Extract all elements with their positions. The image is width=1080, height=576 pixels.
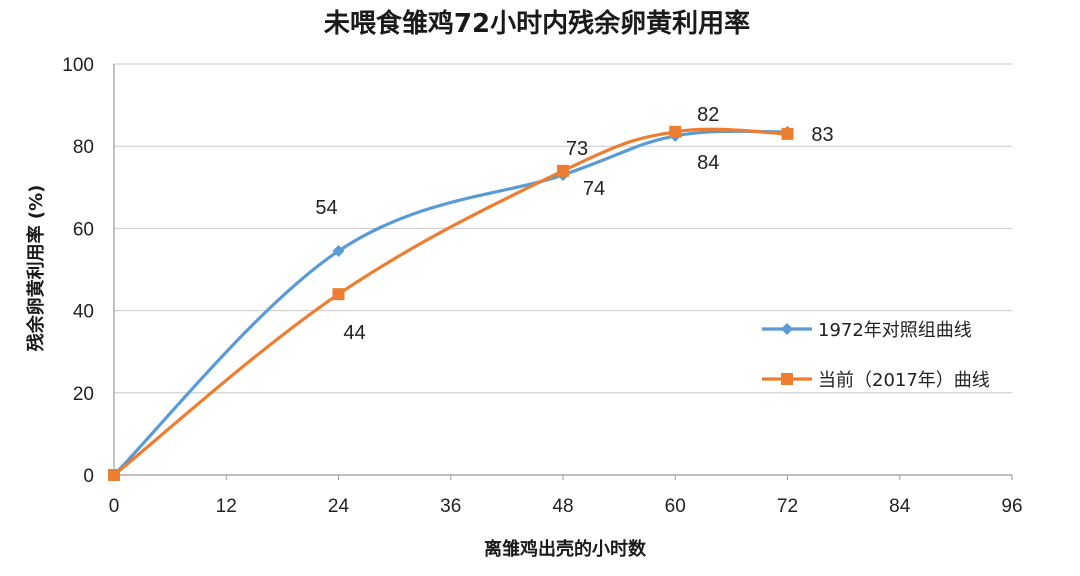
series-line	[112, 129, 790, 477]
data-point	[332, 245, 345, 258]
y-axis-title: 残余卵黄利用率 (%)	[25, 185, 47, 352]
series-1: 54 74 84	[108, 125, 794, 481]
x-tick-label: 48	[552, 496, 573, 517]
legend-swatch-marker	[781, 373, 793, 385]
legend-swatch-marker	[781, 323, 793, 335]
data-label: 82	[697, 104, 719, 126]
x-tick-label: 36	[440, 496, 461, 517]
y-tick-label: 100	[62, 55, 94, 76]
y-tick-label: 0	[83, 466, 94, 487]
data-point	[557, 164, 569, 177]
data-point	[669, 125, 682, 138]
data-point	[108, 469, 120, 481]
x-tick-label: 0	[109, 496, 120, 517]
x-axis-title: 离雏鸡出壳的小时数	[484, 538, 647, 560]
legend-item: 当前（2017年）曲线	[762, 370, 990, 391]
series-line	[112, 127, 790, 477]
legend-label: 1972年对照组曲线	[818, 320, 972, 341]
data-label: 84	[697, 152, 719, 174]
legend-item: 1972年对照组曲线	[762, 320, 972, 341]
x-tick-label: 84	[889, 496, 911, 517]
data-point	[332, 288, 345, 301]
y-tick-label: 60	[73, 219, 94, 240]
legend-label: 当前（2017年）曲线	[818, 370, 990, 391]
data-label: 44	[343, 322, 365, 344]
x-tick-label: 72	[777, 496, 798, 517]
data-label: 54	[315, 197, 337, 219]
plot-area: 0 20 40 60 80 100 0 12 24 36 48 60 72 84 96 54 74 84 44 73 8…	[62, 55, 1022, 517]
y-tick-label: 40	[73, 302, 94, 323]
x-tick-label: 60	[665, 496, 686, 517]
data-label: 83	[811, 124, 833, 146]
x-tick-label: 96	[1001, 496, 1022, 517]
y-tick-label: 80	[73, 137, 94, 158]
data-label: 73	[566, 138, 588, 160]
x-tick-label: 12	[216, 496, 237, 517]
x-tick-label: 24	[328, 496, 350, 517]
data-point	[781, 127, 794, 140]
series-2: 44 73 82 83	[108, 104, 834, 481]
chart-title: 未喂食雏鸡72小时内残余卵黄利用率	[324, 8, 750, 39]
data-label: 74	[583, 178, 605, 200]
y-tick-label: 20	[73, 384, 94, 405]
